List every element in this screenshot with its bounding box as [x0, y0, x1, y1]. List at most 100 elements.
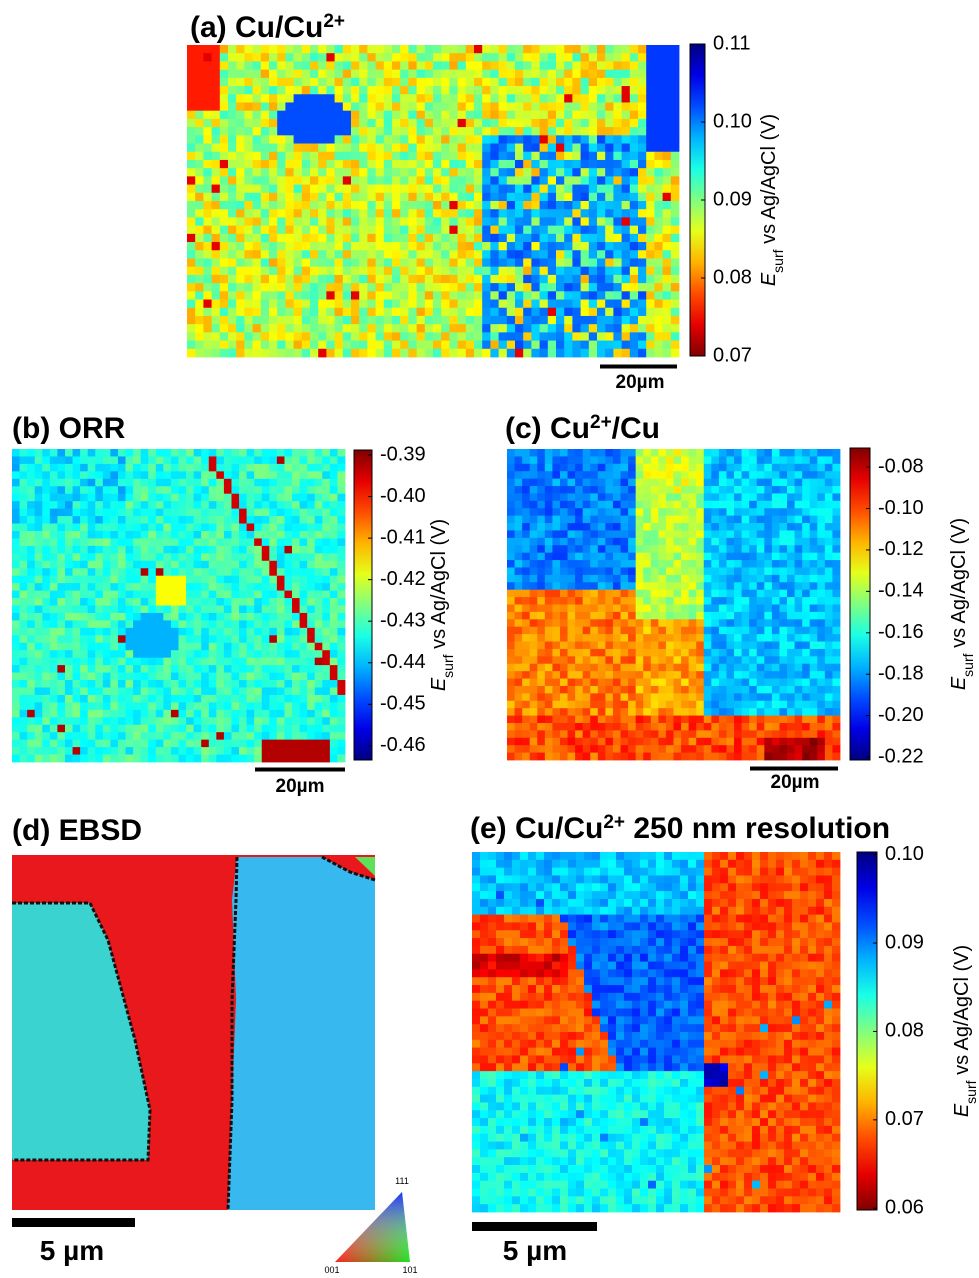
heatmap-cell [330, 687, 338, 695]
heatmap-cell [590, 545, 598, 553]
heatmap-cell [12, 583, 20, 591]
heatmap-cell [417, 283, 426, 292]
heatmap-cell [507, 291, 516, 300]
heatmap-cell [810, 575, 818, 583]
heatmap-cell [126, 680, 134, 688]
heatmap-cell [224, 598, 232, 606]
heatmap-cell [322, 538, 330, 546]
heatmap-cell [171, 665, 179, 673]
heatmap-cell [392, 349, 401, 358]
heatmap-cell [441, 275, 450, 284]
heatmap-cell [499, 111, 508, 120]
heatmap-cell [630, 226, 639, 235]
heatmap-cell [269, 275, 278, 284]
heatmap-cell [772, 464, 780, 472]
heatmap-cell [315, 471, 323, 479]
heatmap-cell [548, 176, 557, 185]
heatmap-cell [335, 201, 344, 210]
heatmap-cell [590, 479, 598, 487]
heatmap-cell [598, 567, 606, 575]
heatmap-cell [359, 250, 368, 259]
heatmap-cell [351, 193, 360, 202]
heatmap-cell [417, 70, 426, 79]
heatmap-cell [300, 665, 308, 673]
heatmap-cell [581, 324, 590, 333]
heatmap-cell [269, 135, 278, 144]
heatmap-cell [126, 665, 134, 673]
heatmap-cell [284, 576, 292, 584]
heatmap-cell [581, 300, 590, 309]
heatmap-cell [187, 267, 196, 276]
heatmap-cell [156, 658, 164, 666]
heatmap-cell [548, 135, 557, 144]
heatmap-cell [441, 300, 450, 309]
heatmap-cell [817, 449, 825, 457]
heatmap-cell [441, 201, 450, 210]
heatmap-cell [292, 725, 300, 733]
heatmap-cell [277, 553, 285, 561]
heatmap-cell [522, 516, 530, 524]
heatmap-cell [254, 471, 262, 479]
heatmap-cell [802, 493, 810, 501]
heatmap-cell [310, 341, 319, 350]
heatmap-cell [103, 456, 111, 464]
heatmap-cell [163, 516, 171, 524]
heatmap-cell [337, 695, 345, 703]
heatmap-cell [515, 545, 523, 553]
heatmap-cell [179, 494, 187, 502]
heatmap-cell [458, 332, 467, 341]
heatmap-cell [545, 449, 553, 457]
heatmap-cell [622, 86, 631, 95]
heatmap-cell [671, 127, 680, 136]
heatmap-cell [507, 209, 516, 218]
heatmap-cell [663, 332, 672, 341]
heatmap-cell [817, 486, 825, 494]
heatmap-cell [572, 300, 581, 309]
heatmap-cell [597, 275, 606, 284]
heatmap-cell [300, 717, 308, 725]
heatmap-cell [663, 94, 672, 103]
heatmap-cell [35, 650, 43, 658]
heatmap-cell [292, 486, 300, 494]
heatmap-cell [507, 560, 515, 568]
heatmap-cell [228, 193, 237, 202]
heatmap-cell [425, 217, 434, 226]
heatmap-cell [622, 45, 631, 54]
heatmap-cell [643, 538, 651, 546]
heatmap-cell [133, 702, 141, 710]
heatmap-cell [118, 449, 126, 457]
heatmap-cell [220, 209, 229, 218]
heatmap-cell [228, 176, 237, 185]
heatmap-cell [156, 471, 164, 479]
heatmap-cell [572, 332, 581, 341]
heatmap-cell [545, 501, 553, 509]
heatmap-cell [247, 643, 255, 651]
heatmap-cell [216, 613, 224, 621]
heatmap-cell [318, 45, 327, 54]
heatmap-cell [651, 530, 659, 538]
heatmap-cell [515, 160, 524, 169]
heatmap-cell [163, 702, 171, 710]
heatmap-cell [581, 234, 590, 243]
heatmap-cell [359, 111, 368, 120]
heatmap-cell [810, 560, 818, 568]
heatmap-cell [35, 486, 43, 494]
heatmap-cell [458, 283, 467, 292]
heatmap-cell [285, 324, 294, 333]
heatmap-cell [212, 193, 221, 202]
heatmap-cell [564, 119, 573, 128]
heatmap-cell [300, 643, 308, 651]
heatmap-cell [449, 349, 458, 358]
heatmap-cell [65, 680, 73, 688]
heatmap-cell [646, 217, 655, 226]
heatmap-cell [622, 267, 631, 276]
heatmap-cell [57, 591, 65, 599]
heatmap-cell [458, 341, 467, 350]
heatmap-cell [646, 70, 655, 79]
heatmap-cell [568, 479, 576, 487]
heatmap-cell [433, 152, 442, 161]
heatmap-cell [95, 710, 103, 718]
heatmap-cell [564, 201, 573, 210]
heatmap-cell [666, 449, 674, 457]
heatmap-cell [507, 283, 516, 292]
